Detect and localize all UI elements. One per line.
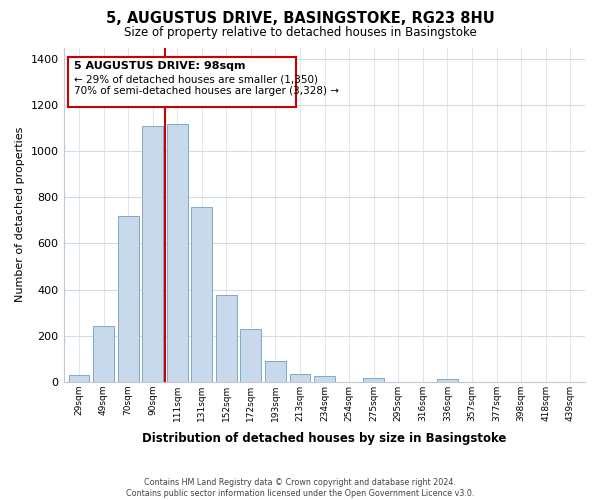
- Bar: [191, 206, 212, 382]
- Text: Contains HM Land Registry data © Crown copyright and database right 2024.
Contai: Contains HM Land Registry data © Crown c…: [126, 478, 474, 498]
- Text: 70% of semi-detached houses are larger (3,328) →: 70% of semi-detached houses are larger (…: [74, 86, 339, 96]
- Bar: [265, 361, 286, 382]
- Text: 5, AUGUSTUS DRIVE, BASINGSTOKE, RG23 8HU: 5, AUGUSTUS DRIVE, BASINGSTOKE, RG23 8HU: [106, 11, 494, 26]
- Bar: [314, 376, 335, 382]
- Bar: [68, 375, 89, 382]
- Bar: [364, 378, 384, 382]
- Bar: [93, 326, 114, 382]
- Bar: [142, 126, 163, 382]
- Bar: [118, 216, 139, 382]
- Bar: [290, 374, 310, 382]
- Text: 5 AUGUSTUS DRIVE: 98sqm: 5 AUGUSTUS DRIVE: 98sqm: [74, 62, 245, 72]
- Text: ← 29% of detached houses are smaller (1,350): ← 29% of detached houses are smaller (1,…: [74, 74, 318, 84]
- Bar: [167, 124, 188, 382]
- Bar: [241, 328, 262, 382]
- Text: Size of property relative to detached houses in Basingstoke: Size of property relative to detached ho…: [124, 26, 476, 39]
- Bar: [216, 296, 237, 382]
- X-axis label: Distribution of detached houses by size in Basingstoke: Distribution of detached houses by size …: [142, 432, 507, 445]
- FancyBboxPatch shape: [68, 56, 296, 108]
- Bar: [437, 380, 458, 382]
- Y-axis label: Number of detached properties: Number of detached properties: [15, 127, 25, 302]
